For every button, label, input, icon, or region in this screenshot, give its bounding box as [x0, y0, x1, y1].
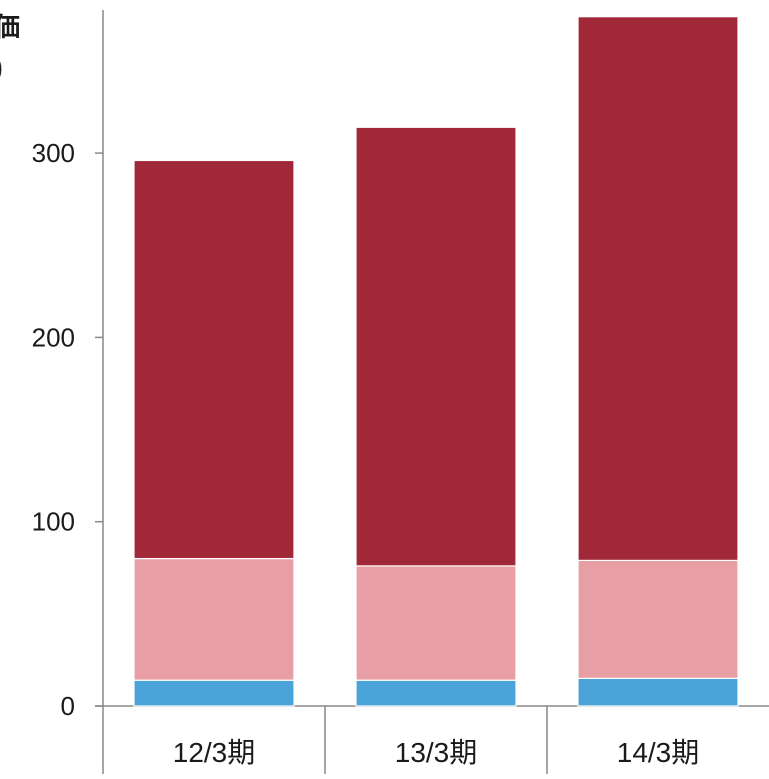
bar-segment-1: [133, 679, 295, 707]
axis-layer: 0 100 200 300 12/3期 13/3期 14/3期: [32, 10, 769, 774]
bar-layer: [133, 16, 739, 707]
y-tick-label: 200: [32, 322, 75, 352]
bar-segment-2: [577, 559, 739, 679]
bar-segment-2: [355, 565, 517, 681]
label-layer: 価 ): [0, 12, 20, 82]
x-tick-label: 13/3期: [395, 737, 478, 768]
bar-segment-3: [577, 16, 739, 562]
bar-segment-3: [133, 159, 295, 560]
x-tick-label: 14/3期: [617, 737, 700, 768]
y-axis-label-line-2: ): [0, 52, 3, 82]
x-tick-label: 12/3期: [173, 737, 256, 768]
y-tick-label: 300: [32, 138, 75, 168]
bar-segment-1: [577, 677, 739, 707]
y-tick-label: 0: [61, 691, 75, 721]
y-axis-label-line-1: 価: [0, 12, 20, 42]
bar-segment-1: [355, 679, 517, 707]
bar-segment-3: [355, 126, 517, 567]
bar-segment-2: [133, 557, 295, 681]
y-tick-label: 100: [32, 507, 75, 537]
